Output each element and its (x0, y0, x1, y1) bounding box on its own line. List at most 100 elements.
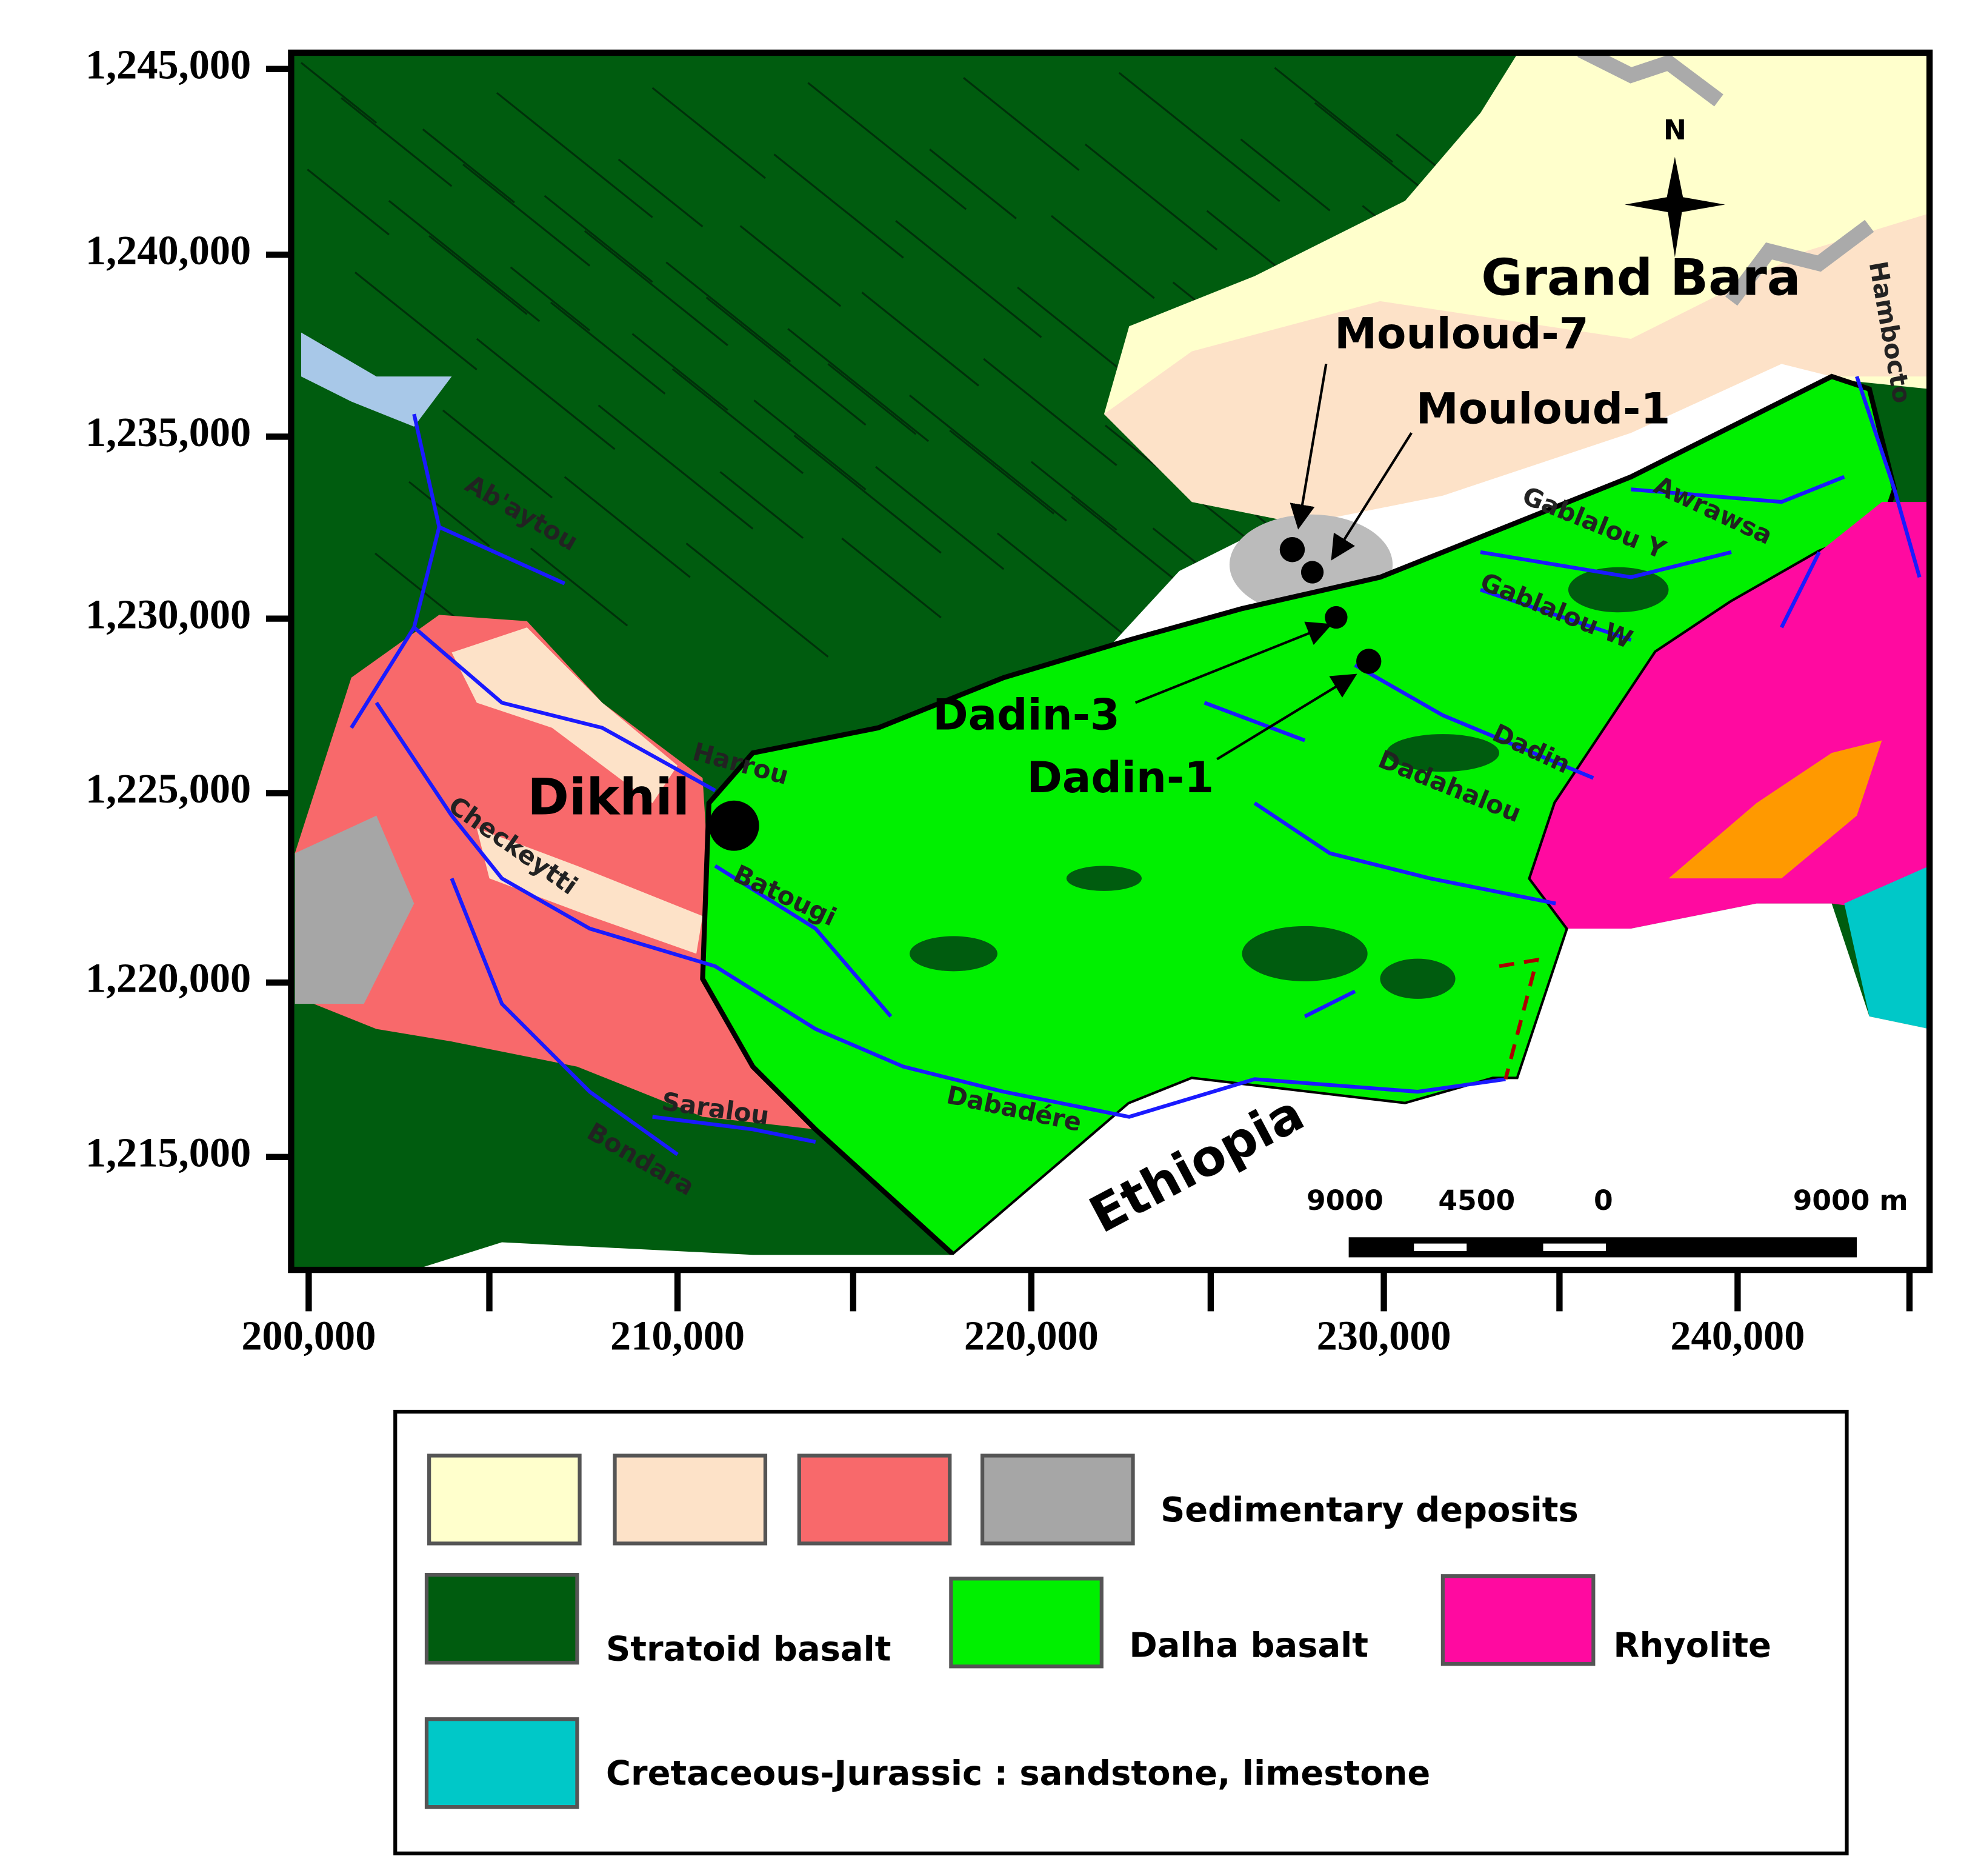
sediment-zone (451, 627, 678, 803)
scale-label: 0 (1594, 1184, 1613, 1217)
legend-swatch (424, 1717, 579, 1809)
fault (544, 195, 653, 283)
fault (408, 481, 490, 547)
fault (671, 368, 804, 475)
well-arrows (1134, 364, 1413, 761)
fault (428, 235, 528, 315)
scale-bar (1348, 1237, 1857, 1258)
fault (618, 158, 704, 228)
fault (665, 261, 791, 362)
legend-label: Sedimentary deposits (1160, 1490, 1579, 1530)
fault (773, 153, 904, 259)
place-label: N (1663, 114, 1686, 146)
fault (739, 225, 842, 307)
fault (705, 296, 867, 426)
map-frame (288, 49, 1933, 1273)
orange-zone (1668, 740, 1882, 879)
y-axis-label: 1,235,000 (85, 409, 251, 455)
fault (550, 301, 666, 395)
legend-swatch (613, 1454, 768, 1546)
water (301, 332, 452, 427)
fault (983, 358, 1117, 466)
y-axis-label: 1,220,000 (85, 955, 251, 1001)
fault (341, 97, 453, 187)
fault (793, 435, 942, 554)
place-label: Dikhil (527, 768, 690, 827)
fault (564, 476, 691, 578)
border-line (1499, 957, 1540, 1080)
y-axis-label: 1,215,000 (85, 1129, 251, 1175)
legend-swatch (949, 1577, 1104, 1669)
fault (530, 547, 628, 627)
wells (708, 537, 1382, 851)
y-axis-label: 1,230,000 (85, 591, 251, 637)
fault (895, 220, 1042, 338)
fault (685, 542, 829, 658)
fault (996, 532, 1142, 650)
fault (584, 230, 728, 346)
legend-swatch (424, 1573, 579, 1665)
fault (1050, 215, 1155, 299)
legend-label: Stratoid basalt (606, 1630, 891, 1669)
legend-swatch (427, 1454, 582, 1546)
legend-swatch (797, 1454, 952, 1546)
fault (355, 272, 478, 371)
sediment-zone (476, 828, 703, 954)
fault (753, 399, 867, 491)
fault (462, 163, 591, 267)
well-label: Mouloud-7 (1334, 309, 1589, 358)
place-label: Grand Bara (1481, 249, 1800, 307)
fault (1240, 138, 1331, 212)
fault (827, 363, 917, 435)
dalha-inclusions (910, 567, 1669, 999)
legend-label: Cretaceous-Jurassic : sandstone, limesto… (606, 1754, 1430, 1794)
axis-ticks (266, 65, 1913, 1312)
fault (949, 429, 1055, 515)
y-axis-label: 1,245,000 (85, 42, 251, 88)
fault (929, 149, 1017, 219)
legend-label: Rhyolite (1613, 1626, 1771, 1665)
fault (719, 471, 804, 539)
fault (442, 409, 553, 499)
fault (598, 404, 754, 530)
fault (631, 333, 728, 411)
fault (510, 266, 591, 332)
gray-patch (1577, 52, 1874, 306)
y-axis-label: 1,240,000 (85, 227, 251, 273)
fault (1274, 67, 1394, 163)
fault (841, 537, 942, 619)
fault (307, 169, 390, 236)
fault (1071, 496, 1193, 595)
ethiopia-area (414, 903, 1930, 1270)
fault (1118, 72, 1280, 202)
rivers (350, 376, 1922, 1157)
scale-label: 4500 (1438, 1184, 1515, 1217)
x-axis-label: 210,000 (610, 1313, 745, 1359)
fault (476, 338, 616, 450)
y-axis-label: 1,225,000 (85, 766, 251, 812)
fault (909, 394, 1067, 522)
x-axis-label: 240,000 (1670, 1313, 1805, 1359)
fault (496, 92, 653, 218)
well-label: Dadin-3 (933, 690, 1120, 740)
well-label: Mouloud-1 (1416, 384, 1671, 434)
scale-label: 9000 m (1793, 1184, 1908, 1217)
legend-swatch (1440, 1574, 1596, 1666)
x-axis-label: 200,000 (241, 1313, 376, 1359)
fault (388, 200, 541, 322)
well-label: Dadin-1 (1027, 753, 1214, 803)
sediment-zone (295, 815, 415, 1004)
scale-label: 9000 (1307, 1184, 1383, 1217)
fault (300, 62, 378, 124)
fault (422, 129, 515, 204)
fault (807, 82, 967, 210)
map-area (291, 52, 1930, 1270)
fault (1030, 461, 1117, 531)
fault (651, 87, 766, 179)
x-axis-label: 220,000 (964, 1313, 1099, 1359)
x-axis-label: 230,000 (1317, 1313, 1451, 1359)
fault (875, 466, 1005, 570)
legend-swatch (980, 1454, 1135, 1546)
fault (787, 328, 930, 442)
